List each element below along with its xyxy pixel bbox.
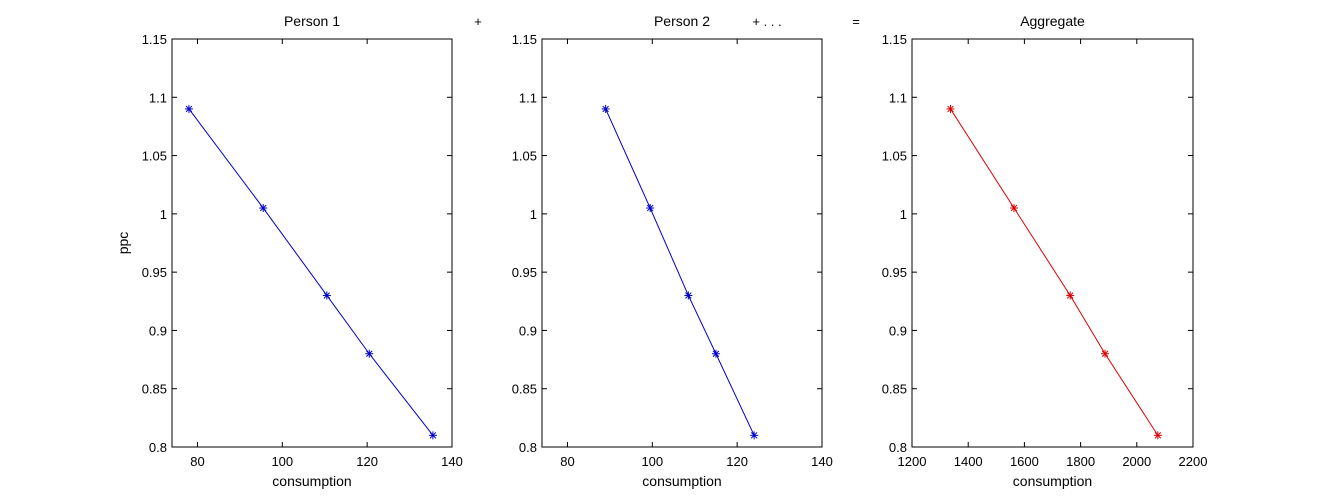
y-tick-label: 1	[160, 207, 167, 222]
y-axis-label: ppc	[115, 232, 131, 255]
y-tick-label: 0.85	[882, 382, 907, 397]
chart-panel: 1200 1400 1600 1800 2000 2200 0.8 0.85 0.9 0.95 1 1…	[882, 13, 1208, 489]
data-point-marker	[365, 349, 374, 358]
y-tick-label: 1.05	[882, 149, 907, 164]
y-tick-label: 1.1	[889, 90, 907, 105]
y-tick-label: 0.95	[512, 265, 537, 280]
x-tick-label: 80	[190, 454, 204, 469]
x-tick-label: 120	[726, 454, 748, 469]
chart-title: Person 1	[284, 13, 340, 29]
data-point-marker	[1010, 204, 1019, 213]
x-axis-label: consumption	[272, 473, 351, 489]
data-point-marker	[322, 291, 331, 300]
x-axis-label: consumption	[642, 473, 721, 489]
x-tick-label: 1200	[898, 454, 927, 469]
x-tick-label: 2200	[1179, 454, 1208, 469]
data-point-marker	[601, 104, 610, 113]
plot-area-frame	[541, 38, 823, 448]
y-tick-label: 1.15	[142, 32, 167, 47]
data-point-marker	[1153, 431, 1162, 440]
x-tick-label: 1600	[1010, 454, 1039, 469]
y-tick-label: 1	[530, 207, 537, 222]
series-line	[605, 108, 755, 436]
data-point-marker	[750, 431, 759, 440]
y-tick-label: 0.9	[149, 323, 167, 338]
y-tick-label: 0.8	[889, 440, 907, 455]
data-point-marker	[184, 104, 193, 113]
y-tick-label: 1.05	[512, 149, 537, 164]
chart-title: Aggregate	[1020, 13, 1085, 29]
data-point-marker	[946, 104, 955, 113]
chart-panels: 80 100 120 140 0.8 0.85 0.9 0.95 1 1.05 1.1 1.15 Per…	[115, 13, 1207, 489]
data-point-marker	[646, 204, 655, 213]
data-point-marker	[684, 291, 693, 300]
y-tick-label: 1.1	[519, 90, 537, 105]
y-tick-label: 1.05	[142, 149, 167, 164]
chart-panel: 80 100 120 140 0.8 0.85 0.9 0.95 1 1.05 1.1 1.15 Per…	[115, 13, 463, 489]
y-tick-label: 0.8	[149, 440, 167, 455]
data-point-marker	[428, 431, 437, 440]
y-tick-label: 1	[900, 207, 907, 222]
y-tick-label: 0.85	[142, 382, 167, 397]
data-point-marker	[259, 204, 268, 213]
y-tick-label: 0.85	[512, 382, 537, 397]
data-point-marker	[1066, 291, 1075, 300]
x-tick-label: 100	[271, 454, 293, 469]
data-point-marker	[711, 349, 720, 358]
y-tick-label: 1.15	[512, 32, 537, 47]
y-tick-label: 0.8	[519, 440, 537, 455]
y-tick-label: 0.9	[889, 323, 907, 338]
x-tick-label: 80	[560, 454, 574, 469]
x-tick-label: 120	[356, 454, 378, 469]
x-axis-label: consumption	[1013, 473, 1092, 489]
y-tick-label: 1.15	[882, 32, 907, 47]
plus-ellipsis-operator: + . . .	[752, 14, 781, 29]
x-tick-label: 140	[811, 454, 833, 469]
chart-panel: 80 100 120 140 0.8 0.85 0.9 0.95 1 1.05 1.1 1.15 Per…	[512, 13, 833, 489]
plot-area-frame	[171, 38, 453, 448]
x-tick-label: 1800	[1066, 454, 1095, 469]
x-tick-label: 1400	[954, 454, 983, 469]
y-tick-label: 0.9	[519, 323, 537, 338]
series-line	[188, 108, 434, 436]
data-point-marker	[1101, 349, 1110, 358]
x-tick-label: 2000	[1122, 454, 1151, 469]
y-tick-label: 1.1	[149, 90, 167, 105]
plus-operator: +	[474, 14, 482, 29]
chart-title: Person 2	[654, 13, 710, 29]
y-tick-label: 0.95	[142, 265, 167, 280]
series-line	[950, 108, 1159, 436]
x-tick-label: 140	[441, 454, 463, 469]
equals-operator: =	[852, 14, 860, 29]
x-tick-label: 100	[641, 454, 663, 469]
plot-area-frame	[911, 38, 1194, 448]
y-tick-label: 0.95	[882, 265, 907, 280]
